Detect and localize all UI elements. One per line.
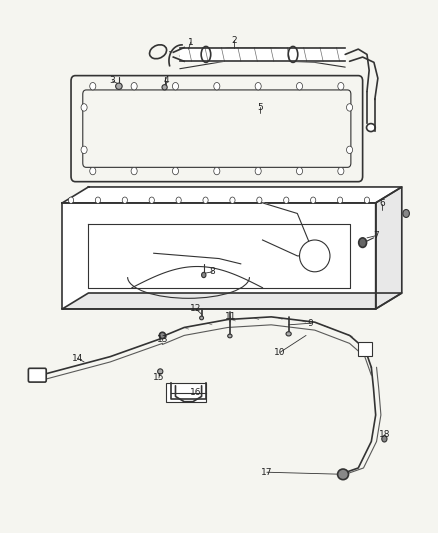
Text: 10: 10 bbox=[274, 348, 286, 357]
Text: 11: 11 bbox=[225, 312, 237, 321]
Circle shape bbox=[338, 83, 344, 90]
Circle shape bbox=[346, 146, 353, 154]
FancyBboxPatch shape bbox=[28, 368, 46, 382]
Polygon shape bbox=[62, 203, 376, 309]
Circle shape bbox=[131, 167, 137, 175]
Text: 13: 13 bbox=[157, 335, 168, 344]
Circle shape bbox=[257, 197, 262, 204]
Circle shape bbox=[346, 104, 353, 111]
Circle shape bbox=[230, 197, 235, 204]
Text: 18: 18 bbox=[378, 430, 390, 439]
Ellipse shape bbox=[382, 435, 387, 442]
Circle shape bbox=[68, 197, 74, 204]
Text: 4: 4 bbox=[163, 76, 169, 85]
Ellipse shape bbox=[116, 83, 122, 90]
Circle shape bbox=[255, 83, 261, 90]
Circle shape bbox=[173, 83, 179, 90]
Ellipse shape bbox=[162, 85, 167, 90]
Circle shape bbox=[90, 167, 96, 175]
Ellipse shape bbox=[367, 124, 375, 132]
Circle shape bbox=[81, 104, 87, 111]
Circle shape bbox=[131, 83, 137, 90]
Text: 8: 8 bbox=[210, 268, 215, 276]
Polygon shape bbox=[62, 187, 402, 203]
Circle shape bbox=[364, 197, 370, 204]
Circle shape bbox=[311, 197, 316, 204]
Text: 2: 2 bbox=[231, 36, 237, 45]
Ellipse shape bbox=[286, 332, 291, 336]
Circle shape bbox=[214, 83, 220, 90]
Ellipse shape bbox=[228, 334, 232, 338]
Circle shape bbox=[297, 167, 303, 175]
Circle shape bbox=[90, 83, 96, 90]
Ellipse shape bbox=[359, 238, 367, 247]
FancyBboxPatch shape bbox=[166, 383, 206, 402]
Text: 17: 17 bbox=[261, 468, 272, 477]
Ellipse shape bbox=[200, 316, 204, 320]
Text: 7: 7 bbox=[373, 231, 378, 240]
Text: 6: 6 bbox=[379, 199, 385, 208]
Circle shape bbox=[297, 83, 303, 90]
Circle shape bbox=[338, 167, 344, 175]
Ellipse shape bbox=[158, 369, 163, 374]
Circle shape bbox=[149, 197, 154, 204]
Circle shape bbox=[214, 167, 220, 175]
Ellipse shape bbox=[300, 240, 330, 272]
Circle shape bbox=[122, 197, 127, 204]
Ellipse shape bbox=[403, 209, 410, 217]
Circle shape bbox=[284, 197, 289, 204]
Text: 9: 9 bbox=[307, 319, 313, 328]
Polygon shape bbox=[262, 203, 315, 256]
Text: 16: 16 bbox=[190, 388, 201, 397]
FancyBboxPatch shape bbox=[358, 342, 372, 356]
Text: 15: 15 bbox=[153, 373, 165, 382]
Text: 14: 14 bbox=[72, 354, 83, 363]
Circle shape bbox=[173, 167, 179, 175]
Circle shape bbox=[95, 197, 101, 204]
Text: 5: 5 bbox=[258, 103, 263, 112]
Circle shape bbox=[81, 146, 87, 154]
Polygon shape bbox=[376, 187, 402, 309]
Ellipse shape bbox=[338, 469, 349, 480]
Text: 12: 12 bbox=[190, 304, 201, 313]
Circle shape bbox=[337, 197, 343, 204]
Polygon shape bbox=[62, 293, 402, 309]
Circle shape bbox=[176, 197, 181, 204]
Ellipse shape bbox=[159, 332, 166, 338]
Circle shape bbox=[255, 167, 261, 175]
Text: 3: 3 bbox=[110, 76, 115, 85]
Ellipse shape bbox=[201, 272, 206, 278]
Circle shape bbox=[203, 197, 208, 204]
Text: 1: 1 bbox=[188, 38, 194, 47]
